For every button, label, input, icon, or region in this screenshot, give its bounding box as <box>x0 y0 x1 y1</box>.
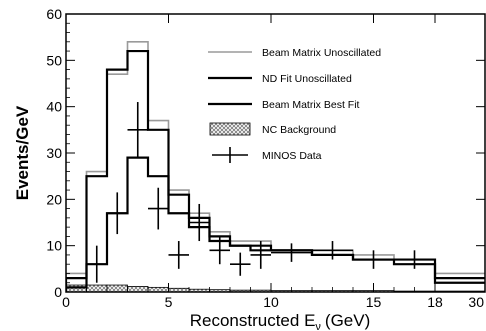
minos-data-point <box>189 203 210 242</box>
legend-entry: Beam Matrix Best Fit <box>208 99 360 111</box>
x-tick-label: 30 <box>468 294 484 310</box>
minos-data-point <box>250 241 271 269</box>
series-line-1 <box>66 49 485 292</box>
y-tick-label: 20 <box>46 191 62 207</box>
legend-label: MINOS Data <box>262 150 322 162</box>
legend-label: ND Fit Unoscillated <box>262 73 352 85</box>
y-tick-label: 40 <box>46 99 62 115</box>
minos-data-point <box>271 243 312 262</box>
y-axis-title: Events/GeV <box>13 105 32 200</box>
nc-background-bin <box>127 286 149 292</box>
minos-data-point <box>209 236 230 265</box>
legend-entry: MINOS Data <box>212 147 322 163</box>
y-tick-label: 10 <box>46 238 62 254</box>
y-tick-label: 0 <box>54 284 62 300</box>
legend-entry: NC Background <box>209 122 336 136</box>
legend-entry: ND Fit Unoscillated <box>208 73 352 85</box>
y-tick-label: 30 <box>46 145 62 161</box>
x-axis-title: Reconstructed Eν (GeV) <box>190 311 371 331</box>
nc-background-bin <box>86 284 108 292</box>
minos-data-point <box>230 252 251 276</box>
minos-data-point <box>353 250 394 269</box>
x-tick-label: 18 <box>427 294 443 310</box>
y-tick-label: 60 <box>46 6 62 22</box>
legend-label: Beam Matrix Unoscillated <box>262 47 381 59</box>
x-tick-label: 15 <box>366 294 382 310</box>
x-axis-title-unit: (GeV) <box>325 311 370 330</box>
legend-label: NC Background <box>262 124 336 136</box>
axes: 0 10 20 30 40 50 60 0 5 10 15 18 30 <box>46 6 486 310</box>
x-tick-label: 0 <box>62 294 70 310</box>
minos-data-point <box>148 187 169 230</box>
minos-data-point <box>394 250 435 269</box>
y-tick-label: 50 <box>46 52 62 68</box>
minos-data-point <box>168 241 189 269</box>
x-axis-title-sub: ν <box>315 321 321 331</box>
minos-data-point <box>127 102 148 158</box>
legend: Beam Matrix Unoscillated ND Fit Unoscilla… <box>208 47 381 163</box>
series-line-2 <box>66 156 485 292</box>
legend-swatch <box>209 122 251 136</box>
legend-entry: Beam Matrix Unoscillated <box>208 47 381 59</box>
nc-background-bin <box>66 284 87 292</box>
x-tick-label: 10 <box>263 294 279 310</box>
x-tick-label: 5 <box>165 294 173 310</box>
x-axis-title-main: Reconstructed E <box>190 311 316 330</box>
nc-background-bin <box>106 284 128 292</box>
legend-label: Beam Matrix Best Fit <box>262 99 360 111</box>
minos-data-point <box>312 241 353 260</box>
minos-data-point <box>107 192 128 235</box>
minos-data-point <box>86 245 107 283</box>
